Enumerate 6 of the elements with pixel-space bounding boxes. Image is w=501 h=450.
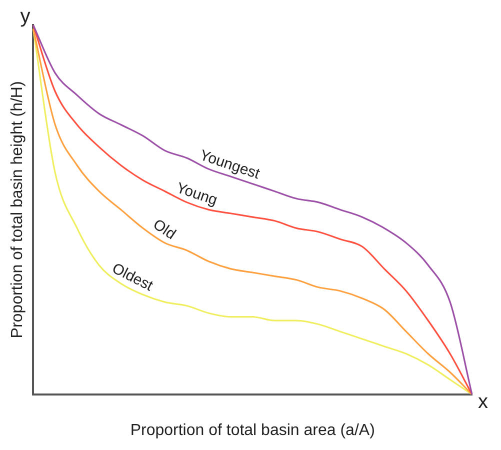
text: Young	[174, 179, 220, 209]
text: Old	[150, 216, 179, 244]
x-axis-title: Proportion of total basin area (a/A)	[130, 422, 375, 439]
text: y	[20, 6, 30, 28]
y-axis-title: Proportion of total basin height (h/H)	[9, 81, 26, 338]
text: x	[478, 390, 488, 413]
